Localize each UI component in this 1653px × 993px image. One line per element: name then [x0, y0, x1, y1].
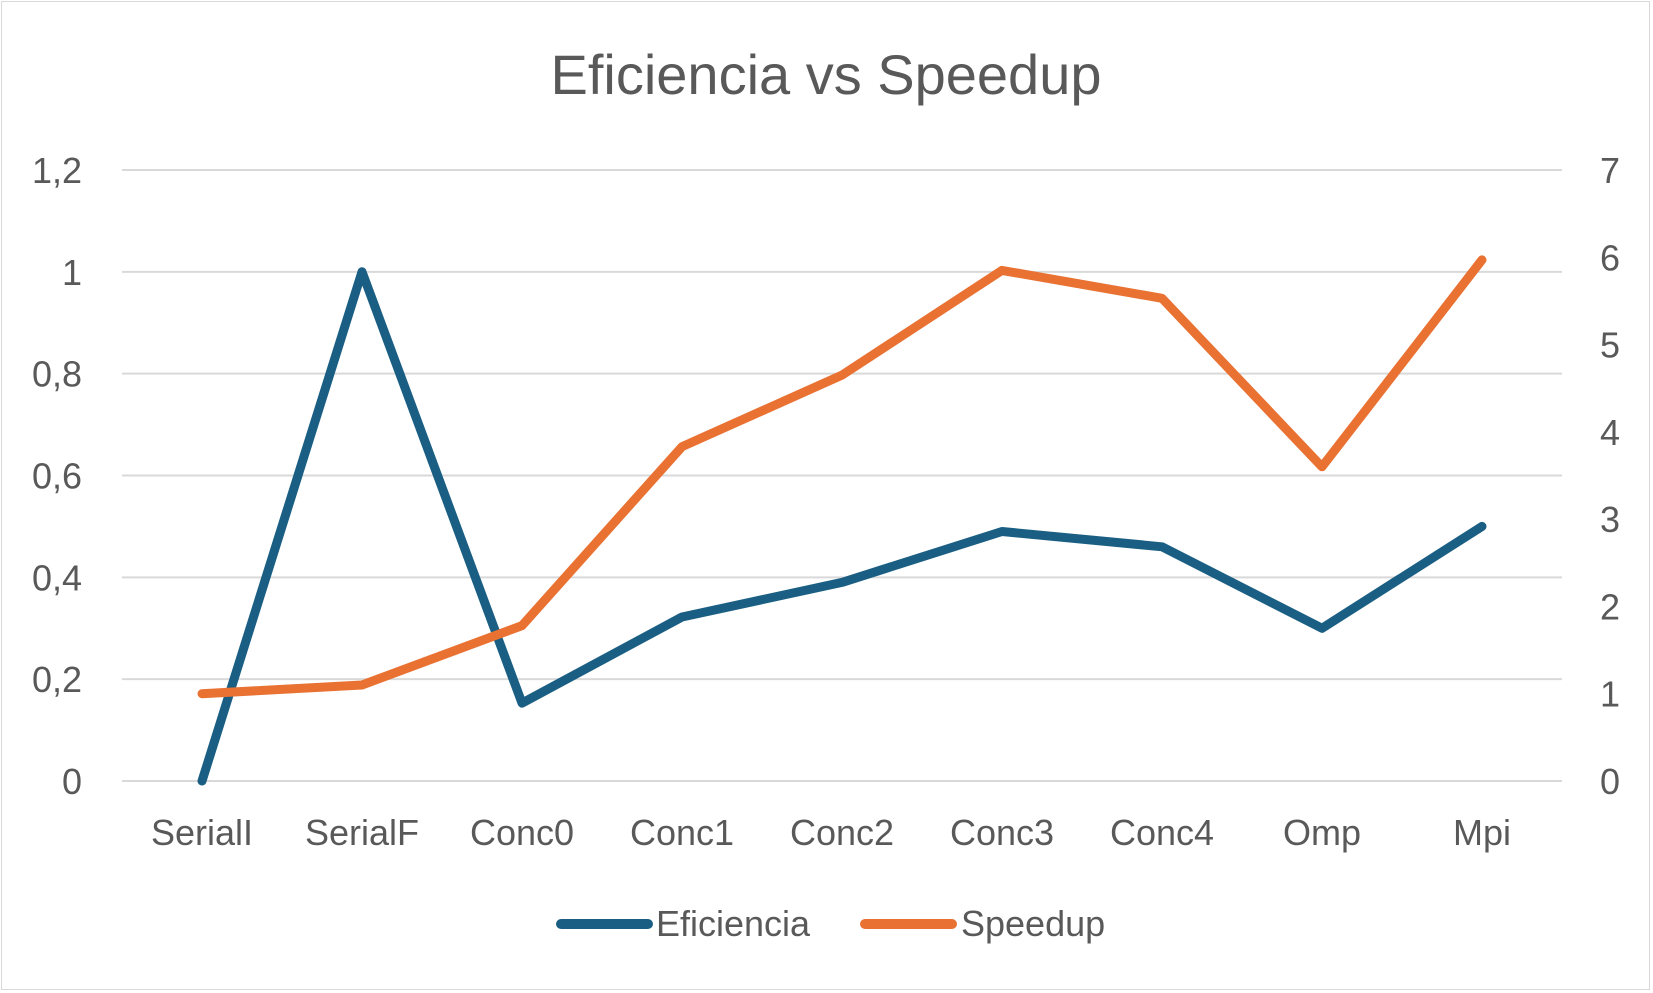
- right-tick-label: 3: [1600, 499, 1620, 540]
- series-line-eficiencia: [197, 267, 1487, 786]
- left-tick-label: 0,6: [32, 456, 82, 497]
- right-axis-ticks: 0 1 2 3 4 5 6 7: [1600, 150, 1620, 802]
- x-tick-label: SerialI: [151, 812, 253, 853]
- left-tick-label: 1: [62, 252, 82, 293]
- x-tick-label: Omp: [1283, 812, 1361, 853]
- legend-label-eficiencia: Eficiencia: [656, 903, 811, 944]
- x-tick-label: Conc2: [790, 812, 894, 853]
- right-tick-label: 6: [1600, 237, 1620, 278]
- left-tick-label: 0,4: [32, 557, 82, 598]
- right-tick-label: 7: [1600, 150, 1620, 191]
- left-tick-label: 0,8: [32, 354, 82, 395]
- left-axis-ticks: 0 0,2 0,4 0,6 0,8 1 1,2: [32, 150, 82, 802]
- x-tick-label: Mpi: [1453, 812, 1511, 853]
- right-tick-label: 0: [1600, 761, 1620, 802]
- legend: Eficiencia Speedup: [556, 903, 1105, 944]
- x-tick-label: SerialF: [305, 812, 419, 853]
- right-tick-label: 4: [1600, 412, 1620, 453]
- x-tick-label: Conc3: [950, 812, 1054, 853]
- chart-title: Eficiencia vs Speedup: [550, 43, 1101, 106]
- left-tick-label: 1,2: [32, 150, 82, 191]
- left-tick-label: 0,2: [32, 659, 82, 700]
- series-lines: [197, 255, 1487, 786]
- right-tick-label: 2: [1600, 586, 1620, 627]
- x-tick-label: Conc0: [470, 812, 574, 853]
- right-tick-label: 1: [1600, 674, 1620, 715]
- series-line-speedup: [197, 255, 1487, 699]
- left-tick-label: 0: [62, 761, 82, 802]
- x-tick-label: Conc1: [630, 812, 734, 853]
- x-axis-labels: SerialI SerialF Conc0 Conc1 Conc2 Conc3 Conc4 O…: [151, 812, 1511, 853]
- legend-label-speedup: Speedup: [961, 903, 1105, 944]
- x-tick-label: Conc4: [1110, 812, 1214, 853]
- right-tick-label: 5: [1600, 325, 1620, 366]
